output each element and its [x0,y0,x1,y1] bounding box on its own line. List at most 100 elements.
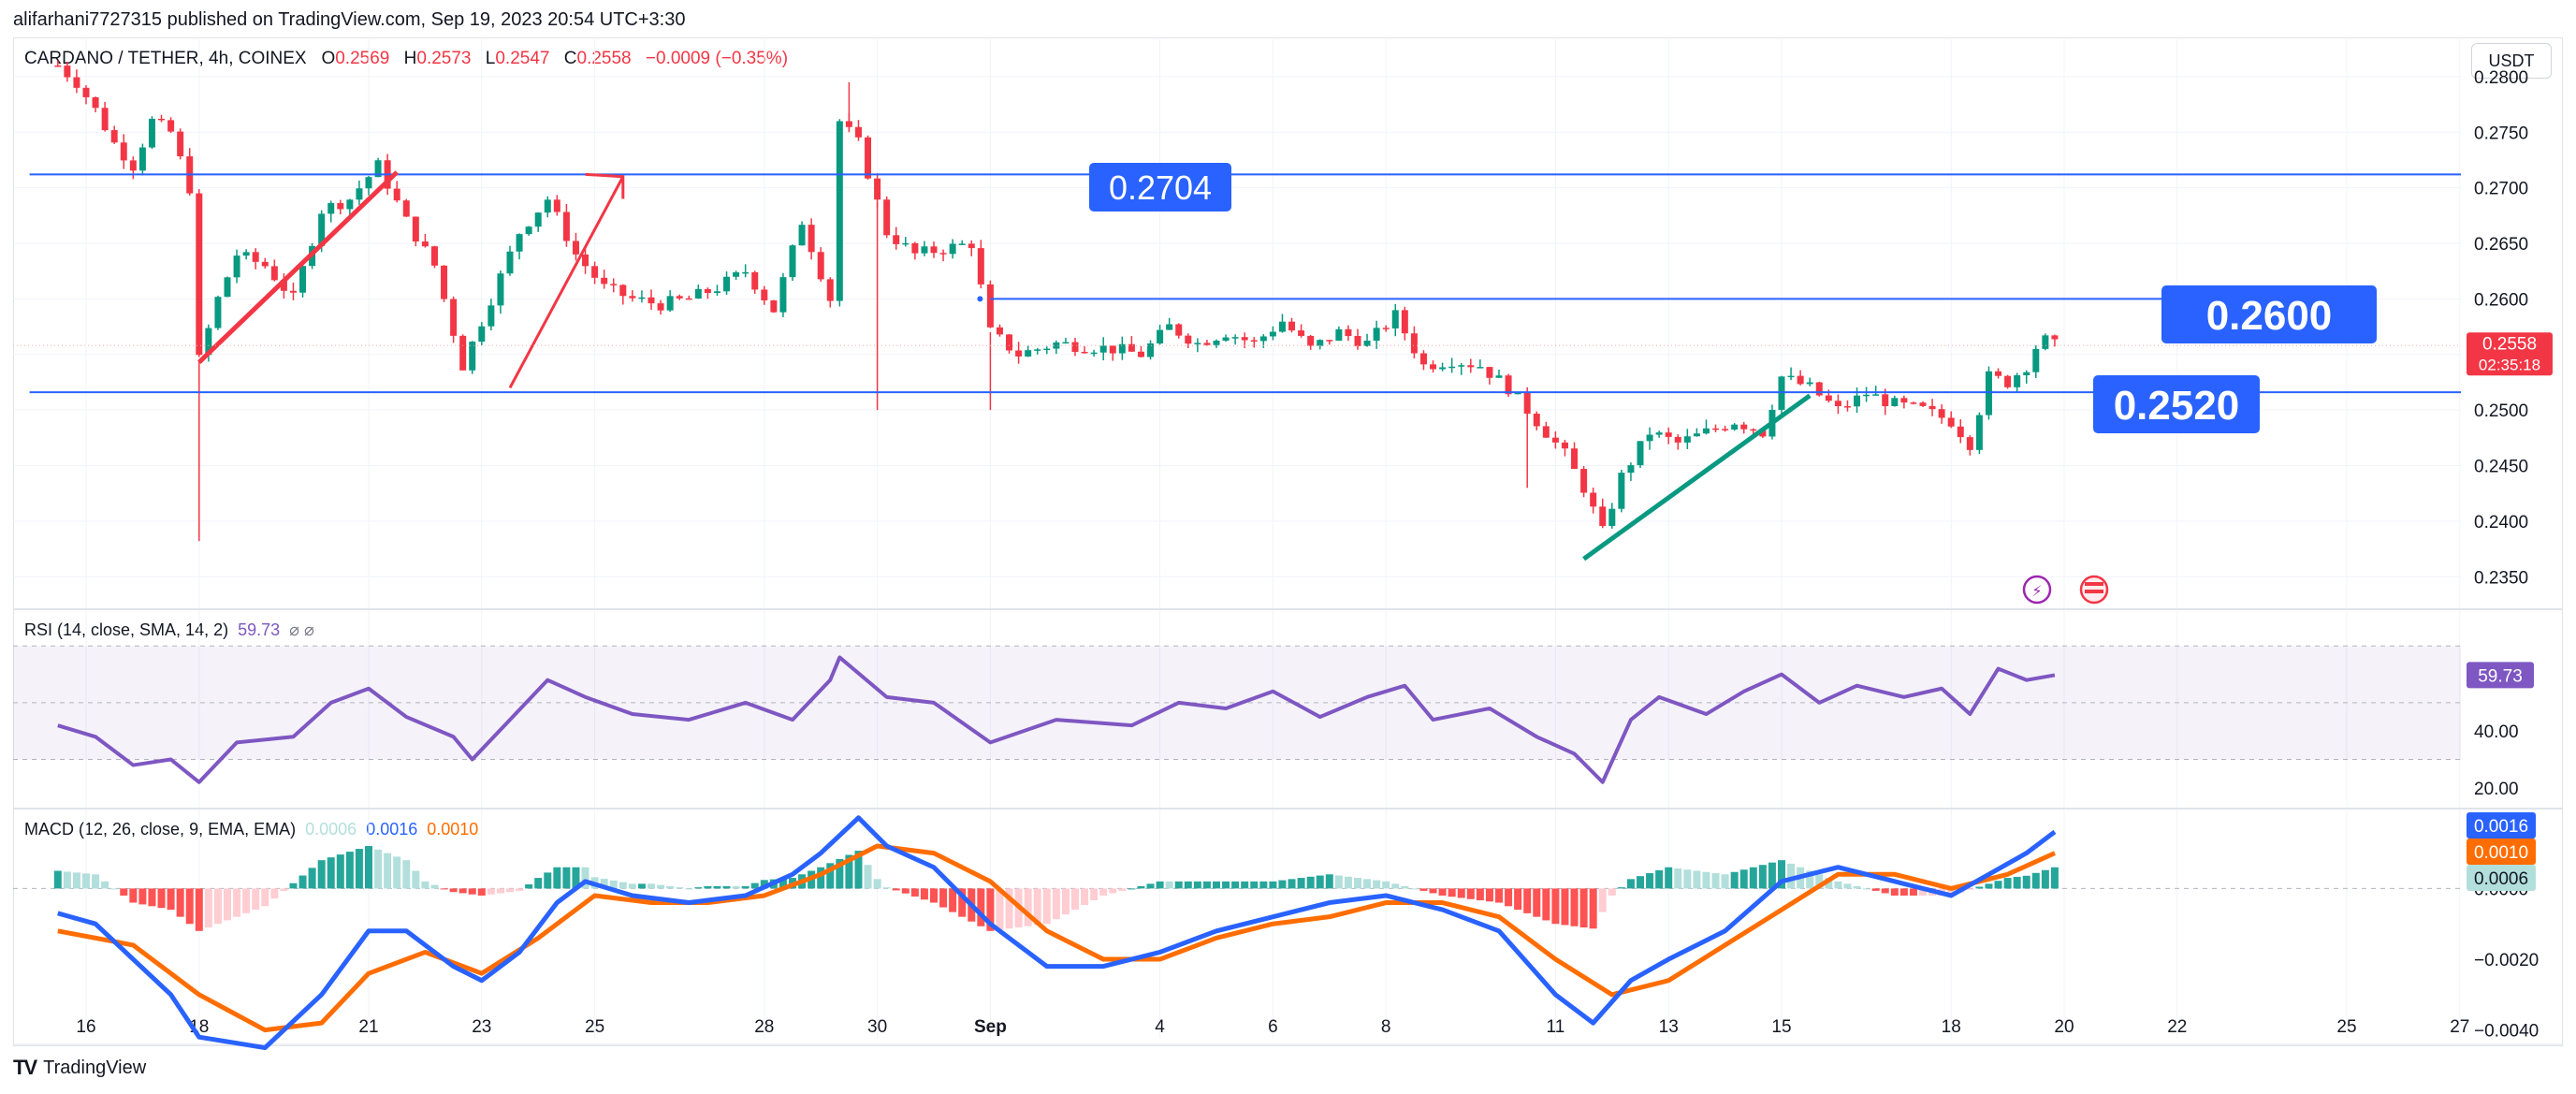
macd-histogram-bar [1146,883,1155,889]
candle [562,203,570,247]
candle [1995,368,2002,379]
macd-histogram-bar [393,856,401,889]
candle [968,240,975,256]
candle-body [138,147,146,171]
macd-histogram-bar [72,872,80,889]
macd-histogram-bar [2003,878,2012,889]
candle-body [648,297,655,304]
candle-body [441,265,448,299]
macd-histogram-bar [82,873,90,889]
candle-body [129,160,137,171]
time-axis-tick: 23 [472,1017,491,1037]
candle [1231,334,1239,345]
candle-body [629,296,636,299]
green-trendline [1582,393,1812,562]
rsi-legend: RSI (14, close, SMA, 14, 2) 59.73 ⌀ ⌀ [24,620,314,640]
candle-body [478,326,486,343]
level-label-text: 0.2600 [2206,293,2333,339]
candle [930,241,938,258]
level-anchor [977,296,983,302]
candle [1731,423,1739,431]
change-value: −0.0009 (−0.35%) [645,49,789,68]
candle-body [1646,434,1653,442]
candle-body [1523,392,1531,415]
candle-body [1580,469,1588,493]
candle [1571,442,1579,470]
candle [1410,326,1418,358]
level-label: 0.2600 [2161,285,2377,343]
candle-body [1175,324,1183,336]
candle [1099,337,1107,361]
candle [723,271,731,296]
macd-histogram-bar [648,883,655,889]
macd-histogram-bar [92,874,100,889]
candle [1806,377,1813,387]
candle [469,341,476,374]
macd-histogram-bar [374,849,383,889]
candle-body [1722,429,1729,430]
candle [1900,395,1908,409]
candle-body [327,203,335,214]
candle-body [1928,405,1936,410]
candle-body [459,335,467,371]
candle-body [1599,506,1607,527]
symbol-name[interactable]: CARDANO / TETHER, 4h, COINEX [24,49,307,68]
symbol-legend: CARDANO / TETHER, 4h, COINEX O0.2569 H0.… [24,49,797,69]
macd-histogram-bar [1815,874,1824,889]
candle-body [1006,334,1013,351]
candle [1430,360,1437,373]
macd-histogram-bar [1834,881,1842,889]
candle-body [488,305,495,327]
candle-body [1043,348,1051,351]
macd-histogram-bar [1259,881,1268,889]
candle-body [770,299,778,313]
macd-histogram-bar [1665,867,1673,889]
candle-body [54,66,62,67]
candle [1175,323,1183,339]
currency-button[interactable]: USDT [2471,43,2552,79]
macd-title[interactable]: MACD (12, 26, close, 9, EMA, EMA) [24,820,297,839]
candle-body [233,255,240,278]
price-axis-tick: 0.2400 [2474,513,2528,532]
macd-histogram-bar [1947,888,1956,896]
candle-body [865,137,872,179]
candle [1053,340,1060,355]
macd-histogram-bar [637,883,646,889]
chart-frame [13,37,2563,1046]
candle-body [1128,343,1135,352]
candle-body [1269,331,1276,337]
macd-histogram-bar [741,885,750,889]
candle-body [704,288,711,294]
macd-histogram-bar [1391,883,1400,889]
published-caption: alifarhani7727315 published on TradingVi… [13,9,686,30]
candle-body [1872,394,1880,396]
candle [270,259,278,282]
macd-histogram-bar [1193,881,1201,889]
candle [1477,359,1484,369]
candle-body [1307,335,1315,346]
macd-histogram-bar [440,888,448,890]
candle [337,199,344,215]
macd-histogram-bar [1721,874,1729,889]
macd-histogram-bar [1768,862,1776,889]
footer: TV TradingView [13,1056,146,1080]
candle [826,277,834,308]
macd-value-tag-text: 0.0016 [2474,817,2528,837]
candle [1354,328,1361,350]
macd-hist-tag-text: 0.0006 [2474,869,2528,889]
candle [242,249,250,260]
rsi-title[interactable]: RSI (14, close, SMA, 14, 2) [24,620,229,639]
macd-histogram-bar [750,882,759,889]
macd-histogram-bar [412,870,420,889]
us-flag-stripe [2085,582,2103,586]
candle-body [601,277,608,284]
candle-body [1090,352,1098,355]
candle [1006,333,1013,354]
candle-body [1034,349,1041,351]
candle [751,270,759,295]
candle [1317,339,1324,350]
candle-body [1533,414,1540,427]
macd-histogram-bar [817,867,825,889]
candle [2004,374,2012,389]
